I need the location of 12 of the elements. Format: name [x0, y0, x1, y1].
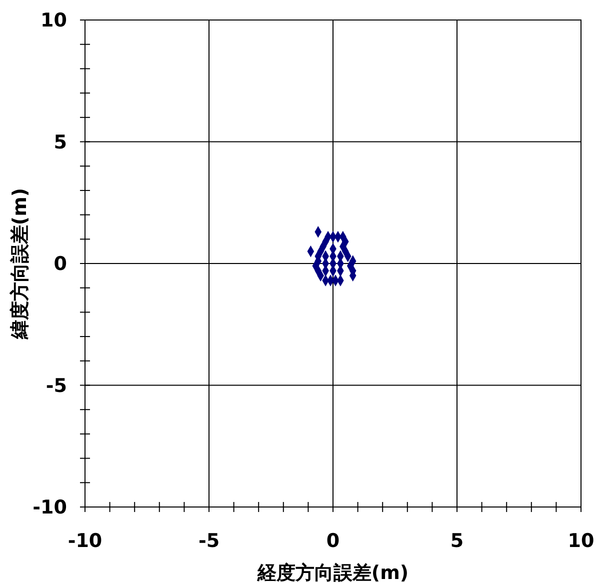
y-tick-label: 5 [54, 131, 67, 154]
y-axis-title: 緯度方向誤差(m) [9, 188, 31, 340]
x-tick-label: -10 [68, 530, 102, 552]
x-axis-title: 経度方向誤差(m) [256, 562, 409, 583]
y-tick-label: 10 [40, 10, 67, 32]
x-tick-label: 10 [568, 530, 594, 552]
x-tick-label: 0 [326, 530, 340, 552]
x-tick-label: 5 [450, 530, 464, 552]
y-tick-label: -10 [32, 496, 67, 519]
y-tick-label: -5 [46, 374, 67, 397]
y-tick-label: 0 [54, 253, 67, 276]
x-tick-label: -5 [198, 530, 220, 552]
